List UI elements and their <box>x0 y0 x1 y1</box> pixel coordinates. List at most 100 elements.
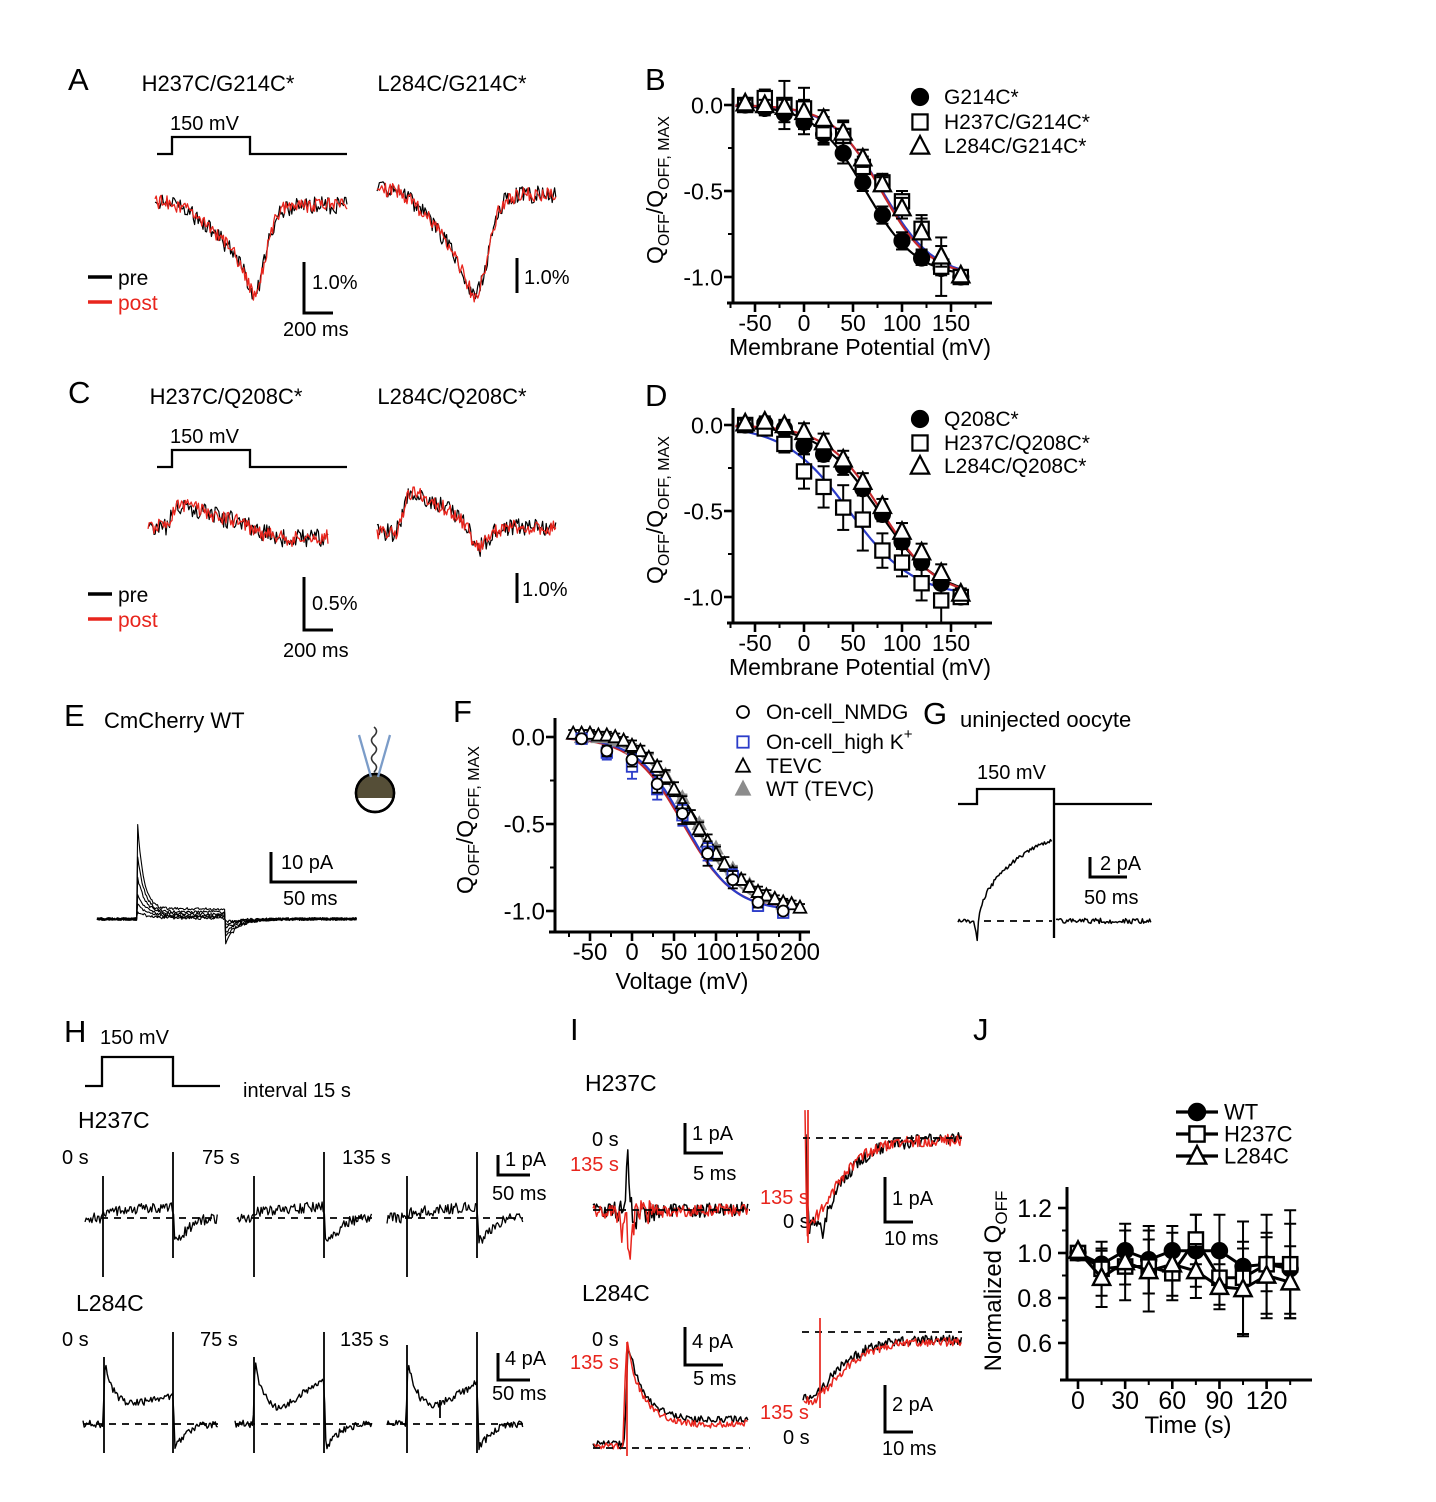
panel-h-row1-t1: 75 s <box>202 1147 240 1169</box>
panel-g-traces <box>957 838 1152 942</box>
svg-text:50: 50 <box>840 310 866 336</box>
panel-c-pulse-label: 150 mV <box>170 426 240 448</box>
svg-text:100: 100 <box>696 939 736 966</box>
svg-text:On-cell_high K+: On-cell_high K+ <box>766 726 913 754</box>
svg-text:G214C*: G214C* <box>944 86 1019 109</box>
panel-g-scale-h: 50 ms <box>1084 887 1138 909</box>
panel-c-title-right: L284C/Q208C* <box>377 384 527 409</box>
svg-text:-1.0: -1.0 <box>683 584 723 610</box>
panel-a-legend-pre: pre <box>118 267 148 290</box>
panel-a-scale-v-left: 1.0% <box>312 272 358 294</box>
panel-h-scale2-h: 50 ms <box>492 1383 546 1405</box>
svg-text:1.2: 1.2 <box>1017 1195 1052 1223</box>
svg-text:-1.0: -1.0 <box>683 264 723 290</box>
panel-i-g1r-scale-h: 10 ms <box>884 1228 938 1250</box>
panel-c-scale-h-left: 200 ms <box>283 640 349 662</box>
panel-i-g2l-scale-v: 4 pA <box>692 1331 734 1353</box>
panel-i-g2l-red-label: 135 s <box>570 1352 619 1374</box>
panel-h-traces <box>82 1201 524 1451</box>
panel-b-chart: -50 0 50 100 150 0.0 -0.5 -1.0 QOFF/QOFF, MAX G21… <box>642 79 1090 336</box>
panel-e-title: CmCherry WT <box>104 708 245 733</box>
svg-text:L284C: L284C <box>1224 1143 1289 1168</box>
panel-a-traces <box>154 181 557 303</box>
panel-c-scale-v-right: 1.0% <box>522 579 568 601</box>
panel-a-scale-v-right: 1.0% <box>524 267 570 289</box>
shared-graphics <box>83 135 1152 1456</box>
panel-f-chart: -50 0 50 100 150 200 0.0 -0.5 -1.0 QOFF/QOFF, MAX… <box>452 701 913 966</box>
svg-text:0.0: 0.0 <box>512 725 545 752</box>
panel-i-g1l-scale-v: 1 pA <box>692 1123 734 1145</box>
panel-i-g2r-scale-h: 10 ms <box>882 1438 936 1460</box>
svg-text:90: 90 <box>1206 1387 1234 1415</box>
panel-a-label: A <box>68 62 89 97</box>
panel-h-row1-name: H237C <box>78 1107 150 1133</box>
oocyte-pipette-icon <box>354 726 396 814</box>
panel-h-row2-t1: 75 s <box>200 1329 238 1351</box>
panel-i-g1-name: H237C <box>585 1070 657 1096</box>
panel-i-g2r-red-label: 135 s <box>760 1402 809 1424</box>
svg-text:H237C/Q208C*: H237C/Q208C* <box>944 432 1090 455</box>
panel-h-row1-t2: 135 s <box>342 1147 391 1169</box>
svg-text:0: 0 <box>625 939 638 966</box>
panel-B: B Membrane Potential (mV) -50 0 50 100 150 0.… <box>642 62 1090 360</box>
svg-text:L284C/Q208C*: L284C/Q208C* <box>944 455 1086 478</box>
svg-text:0.6: 0.6 <box>1017 1330 1052 1358</box>
panel-a-title-left: H237C/G214C* <box>142 71 295 96</box>
panel-h-scale2-v: 4 pA <box>505 1348 547 1370</box>
panel-i-traces <box>592 1110 963 1450</box>
panel-f-xlabel: Voltage (mV) <box>616 968 749 994</box>
panel-c-legend-pre: pre <box>118 584 148 607</box>
panel-c-title-left: H237C/Q208C* <box>150 384 303 409</box>
panel-a-title-right: L284C/G214C* <box>377 71 527 96</box>
svg-text:H237C: H237C <box>1224 1121 1293 1146</box>
svg-text:30: 30 <box>1111 1387 1139 1415</box>
svg-text:0: 0 <box>798 310 811 336</box>
svg-text:QOFF/QOFF, MAX: QOFF/QOFF, MAX <box>452 746 483 894</box>
panel-F: F Voltage (mV) -50 0 50 100 150 200 0.0 -0.5 -1.… <box>452 694 913 994</box>
panel-h-row2-t2: 135 s <box>340 1329 389 1351</box>
svg-text:TEVC: TEVC <box>766 755 822 778</box>
panel-h-row1-t0: 0 s <box>62 1147 89 1169</box>
panel-d-xlabel: Membrane Potential (mV) <box>729 654 991 680</box>
panel-b-xlabel: Membrane Potential (mV) <box>729 334 991 360</box>
panel-j-xlabel: Time (s) <box>1144 1412 1231 1439</box>
panel-e-scale-h: 50 ms <box>283 888 337 910</box>
svg-text:WT (TEVC): WT (TEVC) <box>766 778 874 801</box>
svg-text:QOFF/QOFF, MAX: QOFF/QOFF, MAX <box>642 436 673 584</box>
panel-i-g1r-black-label: 0 s <box>783 1211 810 1233</box>
panel-c-scale-v-left: 0.5% <box>312 593 358 615</box>
panel-i-g1r-red-label: 135 s <box>760 1187 809 1209</box>
svg-text:-50: -50 <box>573 939 608 966</box>
panel-f-label: F <box>453 694 472 729</box>
panel-d-chart: -50 0 50 100 150 0.0 -0.5 -1.0 QOFF/QOFF, MAX Q20… <box>642 408 1090 656</box>
panel-H: H 150 mV interval 15 s H237C 0 s 75 s 13… <box>62 1014 547 1451</box>
panel-i-label: I <box>570 1012 579 1047</box>
svg-text:0.0: 0.0 <box>691 412 723 438</box>
panel-i-g1l-black-label: 0 s <box>592 1129 619 1151</box>
panel-i-g2-name: L284C <box>582 1280 650 1306</box>
panel-i-g1r-scale-v: 1 pA <box>892 1188 934 1210</box>
panel-a-scale-h-left: 200 ms <box>283 319 349 341</box>
panel-b-label: B <box>645 62 666 97</box>
panel-i-g2r-black-label: 0 s <box>783 1427 810 1449</box>
svg-text:120: 120 <box>1246 1387 1288 1415</box>
panel-c-traces <box>147 486 557 557</box>
panel-E: E CmCherry WT 10 pA 50 ms <box>64 698 396 945</box>
panel-h-row2-t0: 0 s <box>62 1329 89 1351</box>
panel-d-label: D <box>645 378 667 413</box>
panel-e-traces <box>96 824 358 945</box>
svg-text:-0.5: -0.5 <box>683 178 723 204</box>
svg-text:60: 60 <box>1158 1387 1186 1415</box>
svg-text:0.0: 0.0 <box>691 92 723 118</box>
panel-G: G uninjected oocyte 150 mV 2 pA 50 ms <box>923 696 1152 942</box>
panel-C: C H237C/Q208C* L284C/Q208C* 150 mV pre p… <box>68 375 568 662</box>
panel-I: I H237C 0 s 135 s 1 pA 5 ms 135 s 0 s 1 … <box>570 1012 963 1460</box>
panel-i-g2r-scale-v: 2 pA <box>892 1394 934 1416</box>
panel-i-g1l-red-label: 135 s <box>570 1154 619 1176</box>
svg-text:-0.5: -0.5 <box>683 498 723 524</box>
panel-j-label: J <box>973 1012 989 1047</box>
svg-text:-50: -50 <box>738 310 771 336</box>
panel-a-legend-post: post <box>118 292 158 315</box>
